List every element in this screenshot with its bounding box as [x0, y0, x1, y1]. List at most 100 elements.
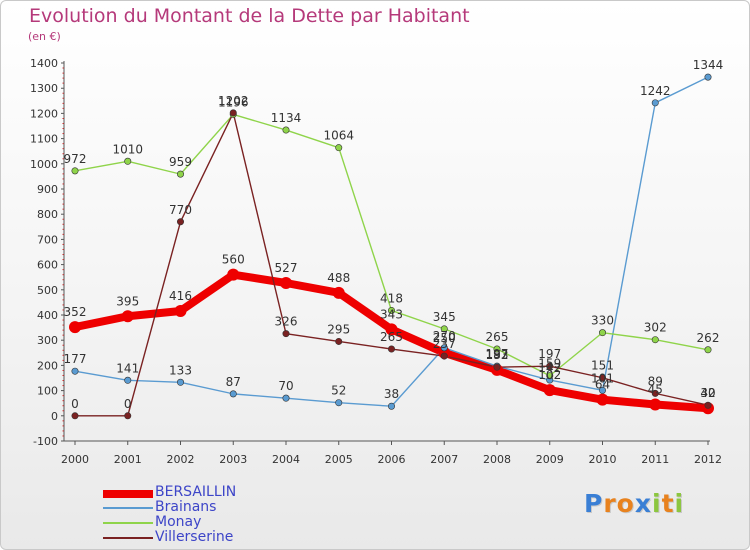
x-tick-label: 2005 [325, 453, 353, 466]
x-tick-label: 2006 [378, 453, 406, 466]
data-label: 1010 [112, 142, 143, 156]
y-tick-label: 200 [37, 359, 58, 372]
x-tick-label: 2002 [167, 453, 195, 466]
y-tick-label: 600 [37, 259, 58, 272]
data-label: 52 [331, 384, 346, 398]
data-label: 270 [433, 329, 456, 343]
y-tick-label: 400 [37, 309, 58, 322]
data-point [335, 399, 343, 407]
x-tick-label: 2007 [430, 453, 458, 466]
data-label: 1064 [323, 129, 354, 143]
data-point [493, 345, 501, 353]
data-point [121, 310, 134, 323]
data-point [546, 372, 554, 380]
y-tick-label: 900 [37, 183, 58, 196]
data-label: 1242 [640, 84, 671, 98]
data-point [229, 109, 237, 117]
data-label: 142 [538, 361, 561, 375]
data-point [440, 344, 448, 352]
legend-label: Monay [155, 514, 202, 530]
data-label: 418 [380, 291, 403, 305]
data-point [177, 218, 185, 226]
data-point [387, 345, 395, 353]
data-point [335, 144, 343, 152]
data-point [282, 330, 290, 338]
data-label: 1134 [271, 111, 302, 125]
legend-label: BERSAILLIN [155, 484, 237, 500]
y-tick-label: 1400 [30, 57, 58, 70]
data-label: 265 [380, 330, 403, 344]
data-label: 87 [226, 375, 241, 389]
data-label: 102 [538, 368, 561, 382]
data-point [177, 170, 185, 178]
data-point [71, 412, 79, 420]
data-label: 70 [278, 379, 293, 393]
data-label: 64 [595, 378, 610, 392]
data-point [385, 323, 398, 336]
data-point [124, 157, 132, 165]
data-label: 101 [591, 371, 614, 385]
data-point [598, 329, 606, 337]
data-point [651, 99, 659, 107]
data-point [596, 393, 609, 406]
data-label: 193 [486, 348, 509, 362]
data-point [71, 167, 79, 175]
data-point [335, 337, 343, 345]
data-label: 343 [380, 307, 403, 321]
data-label: 488 [327, 271, 350, 285]
x-tick-label: 2010 [589, 453, 617, 466]
y-tick-label: 1000 [30, 158, 58, 171]
y-tick-label: 300 [37, 334, 58, 347]
x-tick-label: 2012 [694, 453, 722, 466]
data-label: 45 [648, 382, 663, 396]
data-point [651, 389, 659, 397]
y-tick-label: -100 [33, 435, 58, 448]
chart-title: Evolution du Montant de la Dette par Hab… [29, 5, 470, 27]
y-tick-label: 1300 [30, 82, 58, 95]
data-label: 1344 [693, 58, 724, 72]
data-point [229, 390, 237, 398]
data-point [282, 394, 290, 402]
data-label: 262 [697, 331, 720, 345]
data-point [440, 325, 448, 333]
data-point [546, 362, 554, 370]
proxiti-logo: Proxiti [584, 489, 685, 518]
data-point [440, 352, 448, 360]
data-point [227, 268, 240, 281]
data-label: 237 [433, 337, 456, 351]
legend-swatch [103, 537, 153, 539]
data-point [598, 374, 606, 382]
data-label: 141 [116, 361, 139, 375]
data-point [651, 336, 659, 344]
data-point [124, 412, 132, 420]
data-label: 527 [275, 261, 298, 275]
y-tick-label: 800 [37, 208, 58, 221]
data-point [387, 402, 395, 410]
y-tick-label: 100 [37, 385, 58, 398]
y-tick-label: 1100 [30, 133, 58, 146]
x-tick-label: 2000 [61, 453, 89, 466]
legend-swatch [103, 522, 153, 524]
series-line-brainans [74, 76, 709, 407]
x-tick-label: 2001 [114, 453, 142, 466]
data-label: 0 [71, 397, 79, 411]
y-tick-label: 0 [51, 410, 58, 423]
data-label: 295 [327, 322, 350, 336]
data-label: 151 [591, 359, 614, 373]
data-label: 770 [169, 203, 192, 217]
data-point [493, 363, 501, 371]
data-label: 265 [486, 330, 509, 344]
x-tick-label: 2009 [536, 453, 564, 466]
data-point [387, 306, 395, 314]
data-label: 159 [538, 357, 561, 371]
data-point [282, 126, 290, 134]
x-tick-label: 2004 [272, 453, 300, 466]
x-tick-label: 2003 [219, 453, 247, 466]
legend-swatch [103, 490, 153, 498]
data-point [124, 376, 132, 384]
legend-label: Brainans [155, 499, 217, 515]
data-label: 416 [169, 289, 192, 303]
data-label: 0 [124, 397, 132, 411]
